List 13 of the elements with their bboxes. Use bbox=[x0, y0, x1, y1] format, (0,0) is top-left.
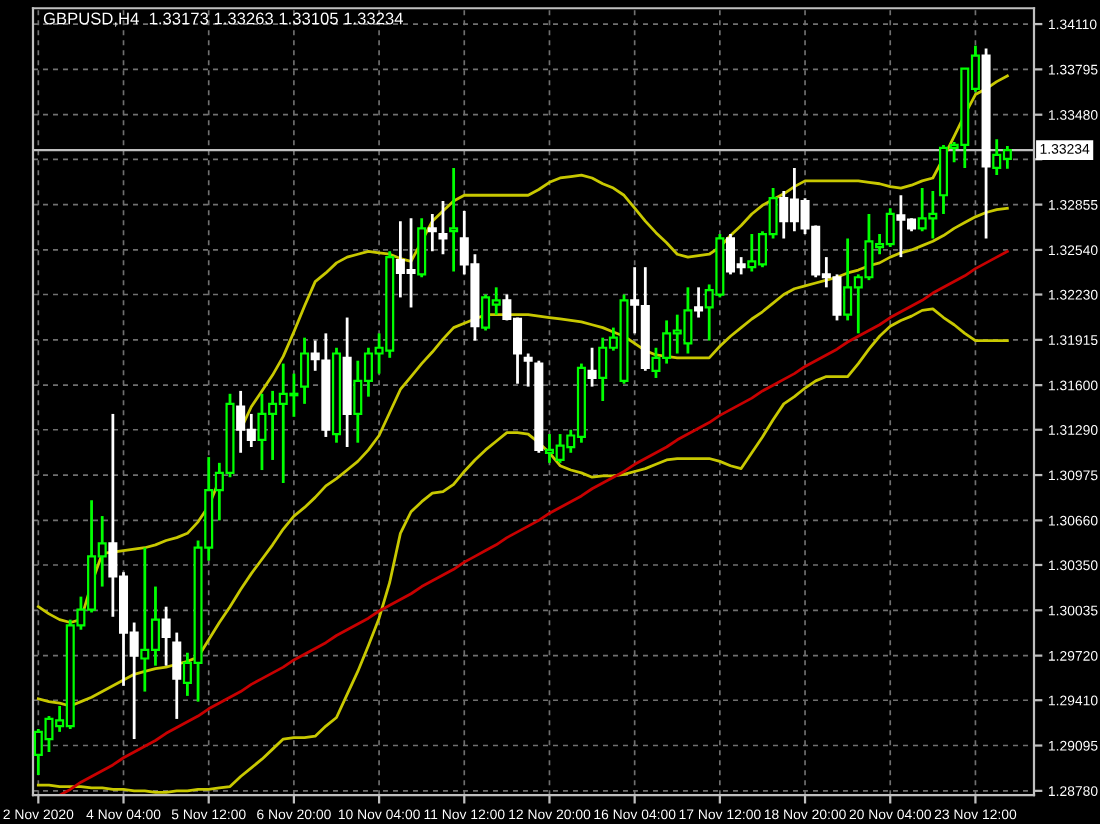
chart-title: GBPUSD,H4 1.33173 1.33263 1.33105 1.33234 bbox=[43, 12, 403, 27]
candlestick bbox=[172, 631, 182, 721]
candlestick bbox=[449, 166, 459, 273]
candlestick bbox=[417, 216, 427, 279]
candlestick bbox=[427, 212, 437, 253]
line-series bbox=[36, 206, 1009, 708]
candlestick bbox=[161, 605, 171, 668]
candlestick bbox=[523, 352, 533, 388]
candlestick bbox=[300, 336, 310, 406]
candlestick bbox=[310, 339, 320, 373]
candlestick bbox=[587, 346, 597, 388]
candlestick bbox=[438, 199, 448, 256]
candlestick bbox=[694, 285, 704, 319]
